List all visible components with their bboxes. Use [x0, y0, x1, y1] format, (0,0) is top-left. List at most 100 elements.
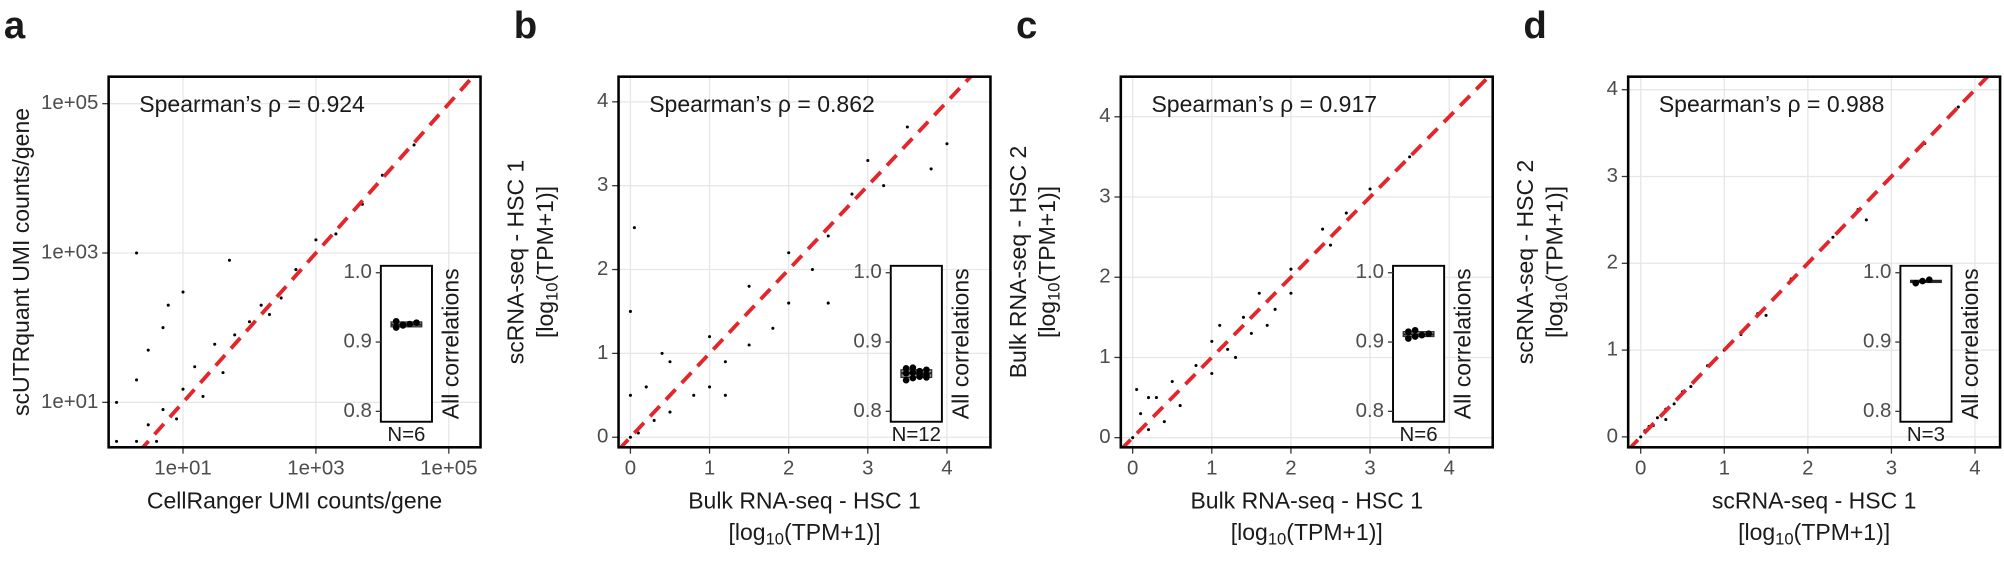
inset-n: N=6	[387, 423, 425, 446]
inset-tick-label: 0.9	[853, 329, 881, 352]
inset-point	[1418, 331, 1426, 339]
points	[1628, 76, 1991, 448]
y-tick-label: 4	[1607, 77, 1618, 100]
label-part: Bulk RNA-seq - HSC 1	[1190, 487, 1423, 513]
inset-tick-label: 1.0	[1863, 260, 1891, 283]
points	[618, 76, 974, 448]
point	[628, 393, 632, 397]
axis-title: scRNA-seq - HSC 1	[503, 160, 529, 364]
inset-box	[379, 264, 433, 423]
point	[1664, 417, 1668, 422]
point	[1956, 105, 1960, 109]
point	[1368, 187, 1372, 191]
point	[850, 192, 854, 196]
point	[1249, 331, 1253, 335]
panel: d 0 1 2 3 4 0 1 2 3 4 Spearman’s ρ = 0.988 0.8 0.9 1.0…	[1512, 4, 2002, 549]
point	[787, 251, 791, 255]
point	[1639, 435, 1643, 439]
point	[380, 173, 384, 177]
point	[1289, 291, 1293, 295]
inset-point	[909, 374, 917, 382]
inset-point	[923, 374, 930, 381]
point	[412, 143, 416, 147]
x-tick-label: 1	[1719, 456, 1730, 479]
point	[135, 251, 139, 255]
inset-tick-label: 0.8	[1356, 399, 1384, 422]
point	[166, 303, 170, 307]
inset-n: N=12	[892, 423, 941, 446]
inset-tick-label: 1.0	[1356, 260, 1384, 283]
y-tick-label: 1e+03	[41, 240, 98, 263]
point	[1408, 155, 1412, 159]
inset-point	[909, 369, 917, 376]
point	[1162, 420, 1166, 424]
point	[1321, 227, 1325, 231]
inset-point	[1919, 277, 1926, 285]
label-part: [log	[1542, 301, 1568, 338]
y-tick-label: 3	[1099, 184, 1110, 207]
point	[1689, 385, 1693, 389]
label-part: (TPM+1)]	[532, 186, 558, 282]
point	[115, 400, 119, 404]
inset-point	[902, 376, 910, 384]
y-tick-label: 4	[1099, 104, 1110, 127]
x-tick-label: 3	[1364, 456, 1375, 479]
axis-title: [log10(TPM+1)]	[1231, 519, 1383, 549]
label-part: Bulk RNA-seq - HSC 2	[1005, 146, 1031, 379]
point	[708, 335, 712, 339]
y-tick-label: 1	[597, 341, 608, 364]
point	[267, 313, 271, 317]
point	[115, 439, 119, 443]
axis-title: Bulk RNA-seq - HSC 2	[1005, 146, 1031, 379]
y-tick-label: 0	[597, 425, 608, 448]
inset-point	[1405, 328, 1412, 335]
axis-title: [log10(TPM+1)]	[1738, 519, 1890, 549]
identity-line	[1628, 76, 1991, 448]
point	[1344, 211, 1348, 215]
point	[1672, 402, 1676, 406]
point	[259, 303, 263, 307]
axis-title: scUTRquant UMI counts/gene	[8, 108, 34, 416]
point	[175, 417, 179, 421]
y-tick-label: 2	[1099, 265, 1110, 288]
point	[1257, 291, 1261, 295]
x-tick-label: 3	[862, 456, 873, 479]
point	[1131, 436, 1135, 440]
point	[692, 393, 696, 397]
inset-point	[399, 321, 407, 329]
point	[826, 301, 830, 305]
inset-box	[1899, 264, 1953, 423]
inset-title: All correlations	[1450, 268, 1476, 419]
x-tick-label: 1e+01	[154, 456, 211, 479]
point	[233, 333, 237, 337]
identity-line	[1120, 76, 1492, 448]
x-tick-label: 0	[1127, 456, 1138, 479]
point	[1210, 371, 1214, 376]
inset-point	[1925, 276, 1933, 284]
point	[632, 226, 636, 230]
inset-point	[1411, 333, 1419, 340]
point	[1194, 363, 1198, 368]
point	[181, 387, 185, 391]
inset-point	[909, 364, 917, 372]
inset-tick-label: 0.9	[343, 329, 371, 352]
point	[1289, 267, 1293, 271]
point	[628, 435, 632, 439]
point	[1146, 428, 1151, 432]
axis-title: CellRanger UMI counts/gene	[147, 487, 442, 513]
axis-title: [log10(TPM+1)]	[1034, 186, 1064, 338]
point	[1139, 412, 1143, 416]
y-tick-label: 0	[1607, 424, 1618, 447]
point	[146, 423, 150, 427]
plot-border	[1626, 75, 2002, 449]
inset-tick-label: 0.9	[1356, 329, 1384, 352]
point	[668, 360, 672, 364]
panel: b 0 1 2 3 4 0 1 2 3 4 Spearman’s ρ = 0.862 0.8 0.9 1.0…	[503, 4, 992, 549]
inset-point	[902, 369, 910, 377]
label-part: scRNA-seq - HSC 1	[1712, 487, 1916, 513]
label-part: scRNA-seq - HSC 1	[503, 160, 529, 364]
inset-tick-label: 1.0	[853, 260, 881, 283]
inset-point	[392, 324, 400, 331]
panel-letter: a	[4, 4, 26, 47]
axis-title: [log10(TPM+1)]	[1542, 186, 1572, 338]
